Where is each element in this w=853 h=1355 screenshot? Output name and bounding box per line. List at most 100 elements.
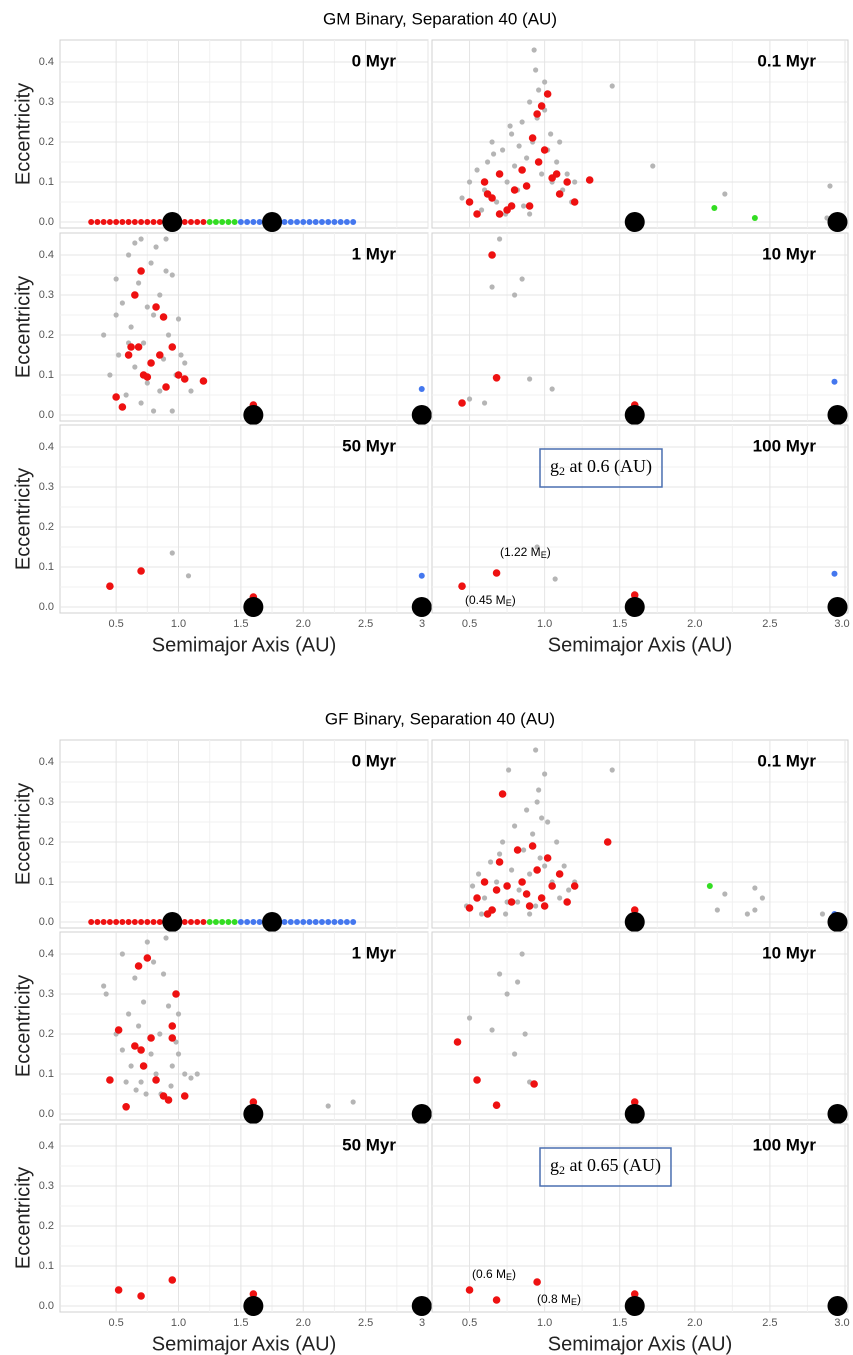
x-tick-label: 0.5 [462, 618, 477, 630]
point [499, 147, 506, 153]
point [114, 1026, 123, 1034]
x-tick-label: 1.5 [612, 618, 627, 630]
point [188, 388, 194, 394]
panel-bg [431, 739, 849, 929]
x-tick-label: 0.5 [462, 1317, 477, 1329]
point [411, 405, 432, 425]
point [168, 1022, 177, 1030]
point [225, 919, 232, 925]
point [489, 284, 495, 290]
y-tick-label: 0.2 [39, 136, 54, 148]
point [325, 1103, 331, 1109]
point [143, 1091, 149, 1097]
point [159, 313, 168, 321]
point [554, 159, 560, 165]
point [113, 219, 120, 225]
point [172, 990, 180, 998]
point [533, 866, 541, 874]
point [533, 903, 539, 909]
point [542, 771, 548, 777]
point [493, 199, 500, 205]
point [473, 1076, 481, 1084]
point [140, 340, 147, 346]
point [534, 544, 540, 550]
y-tick-label: 0.4 [39, 948, 54, 960]
point [134, 962, 143, 970]
point [533, 67, 539, 73]
point [518, 878, 526, 886]
point [609, 83, 615, 89]
point [106, 919, 113, 925]
annotation-part: (0.8 M [537, 1292, 571, 1306]
point [478, 911, 485, 917]
point [325, 919, 332, 925]
point [182, 1071, 188, 1077]
point [473, 210, 481, 218]
x-tick-label: 3 [419, 1317, 425, 1329]
point [522, 890, 531, 898]
y-tick-label: 0.0 [39, 409, 54, 421]
point [525, 202, 534, 210]
point [350, 919, 357, 925]
point [148, 1051, 154, 1057]
point [752, 885, 758, 891]
panel-title: 1 Myr [352, 244, 397, 263]
point [524, 807, 530, 813]
y-tick-label: 0.0 [39, 1108, 54, 1120]
point [513, 846, 522, 854]
point [530, 831, 536, 837]
panel: 0.5 1.0 1.5 2.0 2.5 3 0.0 0.1 0.2 0.3 0.4 50 Myr Ecc… [12, 424, 432, 656]
point [237, 919, 244, 925]
point [337, 219, 344, 225]
point [525, 902, 534, 910]
point [144, 219, 151, 225]
point [545, 819, 551, 825]
point [175, 316, 182, 322]
point [123, 392, 129, 398]
point [306, 219, 313, 225]
x-tick-label: 1.0 [171, 618, 186, 630]
point [536, 787, 542, 793]
x-tick-label: 2.5 [358, 1317, 373, 1329]
point [350, 219, 357, 225]
point [162, 383, 170, 391]
point [153, 244, 159, 250]
point [134, 343, 143, 351]
point [519, 276, 525, 282]
point [521, 203, 527, 209]
point [752, 907, 758, 913]
point [107, 372, 113, 378]
point [331, 919, 338, 925]
point [510, 186, 519, 194]
y-tick-label: 0.0 [39, 216, 54, 228]
point [453, 1038, 462, 1046]
point [144, 939, 150, 945]
x-tick-label: 1.5 [612, 1317, 627, 1329]
annotation-part: E [541, 550, 547, 560]
point [495, 858, 504, 866]
point [88, 219, 95, 225]
point [131, 291, 139, 299]
point [511, 1051, 518, 1057]
point [528, 842, 537, 850]
point [243, 597, 264, 617]
point [519, 119, 525, 125]
y-tick-label: 0.2 [39, 1028, 54, 1040]
panel-title: 100 Myr [753, 1135, 817, 1154]
figure-title: GF Binary, Separation 40 (AU) [325, 709, 555, 728]
point [243, 1104, 264, 1124]
x-tick-label: 1.0 [537, 1317, 552, 1329]
point [225, 219, 232, 225]
point [508, 131, 515, 137]
y-tick-label: 0.1 [39, 369, 54, 381]
point [528, 134, 537, 142]
box-label: g2 at 0.6 (AU) [550, 456, 652, 478]
point [138, 919, 145, 925]
panel-bg [431, 232, 849, 422]
point [250, 919, 257, 925]
point [490, 151, 497, 157]
point [178, 352, 184, 358]
point [827, 1104, 848, 1124]
point [624, 912, 645, 932]
